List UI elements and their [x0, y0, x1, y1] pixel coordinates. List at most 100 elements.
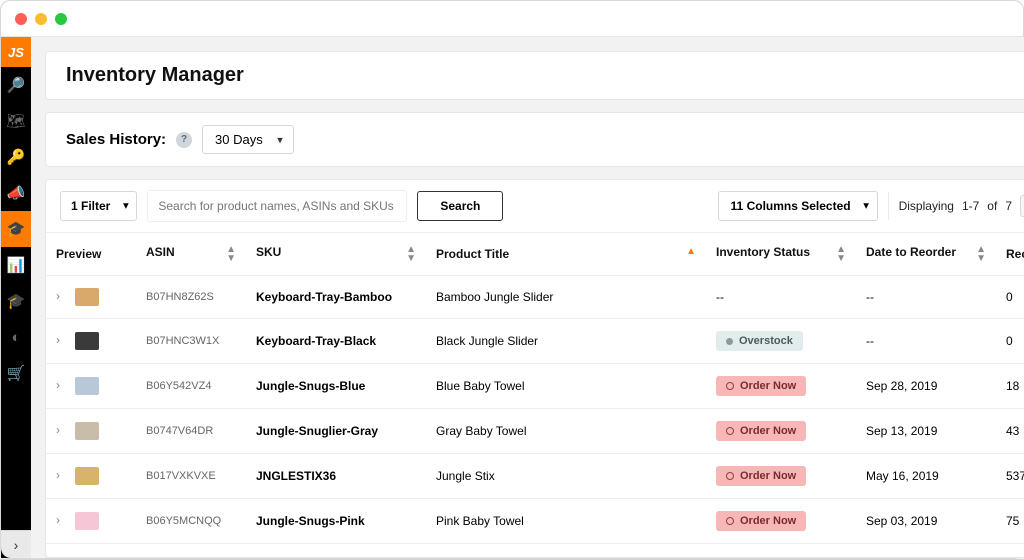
status-badge: Overstock	[716, 331, 803, 351]
main: Inventory Manager Sales History: ? 30 Da…	[31, 37, 1024, 558]
paging: Displaying 1-7 of 7 ◀ ▶	[899, 195, 1024, 217]
date-cell: May 16, 2019	[856, 454, 996, 499]
col-asin[interactable]: ASIN▲▼	[136, 233, 246, 276]
title-cell: Gray Baby Towel	[426, 409, 706, 454]
reord-cell: 0	[996, 276, 1024, 319]
search-button[interactable]: Search	[417, 191, 503, 221]
status-cell: Order Now	[706, 364, 856, 409]
history-label: Sales History:	[66, 131, 166, 148]
binoculars-icon[interactable]: 🗺	[1, 103, 31, 139]
product-thumb	[75, 512, 99, 530]
asin-cell: B07HNC3W1X	[136, 319, 246, 364]
table-row: › B06Y542VZ4Jungle-Snugs-BlueBlue Baby T…	[46, 364, 1024, 409]
product-thumb	[75, 467, 99, 485]
status-cell: Order Now	[706, 409, 856, 454]
table-row: › B017VXKVXEJNGLESTIX36Jungle StixOrder …	[46, 454, 1024, 499]
reord-cell: 43	[996, 409, 1024, 454]
inventory-icon[interactable]: 🎓	[1, 211, 31, 247]
sidebar: JS 🔎🗺🔑📣🎓📊🎓◐🛒	[1, 37, 31, 558]
sort-icon: ▲▼	[836, 245, 846, 263]
expand-icon[interactable]: ›	[56, 423, 68, 437]
table-panel: 1 Filter Search 11 Columns Selected Disp…	[45, 179, 1024, 558]
help-icon[interactable]: ?	[176, 132, 192, 148]
asin-cell: B06Y5MCNQQ	[136, 499, 246, 544]
sort-icon-active: ▲	[686, 247, 696, 256]
titlebar	[1, 1, 1023, 37]
status-cell: --	[706, 276, 856, 319]
pie-icon[interactable]: ◐	[1, 319, 31, 355]
asin-cell: B07HN8Z62S	[136, 276, 246, 319]
key-icon[interactable]: 🔑	[1, 139, 31, 175]
status-badge: Order Now	[716, 376, 806, 396]
paging-of: of	[987, 199, 997, 213]
date-cell: Sep 28, 2019	[856, 364, 996, 409]
reord-cell: 0	[996, 319, 1024, 364]
paging-label: Displaying	[899, 199, 954, 213]
col-preview: Preview	[46, 233, 136, 276]
table-row: › B06Y5MCNQQJungle-Snugs-PinkPink Baby T…	[46, 499, 1024, 544]
status-badge: Order Now	[716, 421, 806, 441]
status-cell: Overstock	[706, 319, 856, 364]
filter-button[interactable]: 1 Filter	[60, 191, 137, 221]
sort-icon: ▲▼	[976, 245, 986, 263]
product-thumb	[75, 332, 99, 350]
title-cell: Black Jungle Slider	[426, 319, 706, 364]
sort-icon: ▲▼	[226, 245, 236, 263]
title-cell: Bamboo Jungle Slider	[426, 276, 706, 319]
cart-icon[interactable]: 🛒	[1, 355, 31, 391]
prev-page-button[interactable]: ◀	[1020, 195, 1024, 217]
sku-cell: Keyboard-Tray-Black	[246, 319, 426, 364]
search-icon[interactable]: 🔎	[1, 67, 31, 103]
grid: Preview ASIN▲▼ SKU▲▼ Product Title▲ Inve…	[46, 233, 1024, 557]
brand-logo[interactable]: JS	[1, 37, 31, 67]
date-cell: --	[856, 276, 996, 319]
sku-cell: Keyboard-Tray-Bamboo	[246, 276, 426, 319]
paging-range: 1-7	[962, 199, 979, 213]
col-status[interactable]: Inventory Status▲▼	[706, 233, 856, 276]
sku-cell: Jungle-Snugs-Pink	[246, 499, 426, 544]
page-title: Inventory Manager	[66, 64, 1024, 87]
columns-select[interactable]: 11 Columns Selected	[718, 191, 878, 221]
expand-icon[interactable]: ›	[56, 378, 68, 392]
megaphone-icon[interactable]: 📣	[1, 175, 31, 211]
toolbar-divider	[888, 192, 889, 220]
sidebar-toggle[interactable]: ›	[1, 530, 31, 558]
reord-cell: 75	[996, 499, 1024, 544]
title-cell: Pink Baby Towel	[426, 499, 706, 544]
analytics-icon[interactable]: 📊	[1, 247, 31, 283]
col-sku[interactable]: SKU▲▼	[246, 233, 426, 276]
col-reord[interactable]: Reord	[996, 233, 1024, 276]
expand-icon[interactable]: ›	[56, 513, 68, 527]
product-thumb	[75, 422, 99, 440]
inventory-table: Preview ASIN▲▼ SKU▲▼ Product Title▲ Inve…	[46, 233, 1024, 544]
reord-cell: 5377	[996, 454, 1024, 499]
table-row: › B07HN8Z62SKeyboard-Tray-BambooBamboo J…	[46, 276, 1024, 319]
asin-cell: B06Y542VZ4	[136, 364, 246, 409]
expand-icon[interactable]: ›	[56, 333, 68, 347]
expand-icon[interactable]: ›	[56, 289, 68, 303]
history-select[interactable]: 30 Days	[202, 125, 294, 154]
reord-cell: 18	[996, 364, 1024, 409]
col-date[interactable]: Date to Reorder▲▼	[856, 233, 996, 276]
asin-cell: B017VXKVXE	[136, 454, 246, 499]
status-cell: Order Now	[706, 454, 856, 499]
sku-cell: JNGLESTIX36	[246, 454, 426, 499]
zoom-dot[interactable]	[55, 13, 67, 25]
asin-cell: B0747V64DR	[136, 409, 246, 454]
sku-cell: Jungle-Snuglier-Gray	[246, 409, 426, 454]
paging-total: 7	[1005, 199, 1012, 213]
toolbar: 1 Filter Search 11 Columns Selected Disp…	[46, 180, 1024, 233]
minimize-dot[interactable]	[35, 13, 47, 25]
title-panel: Inventory Manager	[45, 51, 1024, 100]
sort-icon: ▲▼	[406, 245, 416, 263]
expand-icon[interactable]: ›	[56, 468, 68, 482]
table-row: › B07HNC3W1XKeyboard-Tray-BlackBlack Jun…	[46, 319, 1024, 364]
col-title[interactable]: Product Title▲	[426, 233, 706, 276]
date-cell: Sep 13, 2019	[856, 409, 996, 454]
academy-icon[interactable]: 🎓	[1, 283, 31, 319]
status-badge: Order Now	[716, 511, 806, 531]
history-panel: Sales History: ? 30 Days	[45, 112, 1024, 167]
search-input[interactable]	[147, 190, 407, 222]
close-dot[interactable]	[15, 13, 27, 25]
title-cell: Jungle Stix	[426, 454, 706, 499]
